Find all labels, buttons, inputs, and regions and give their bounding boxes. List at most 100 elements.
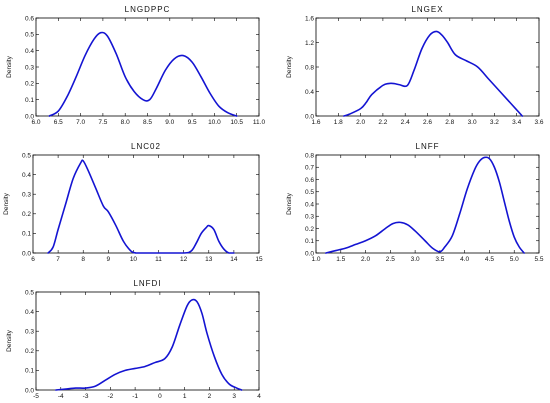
x-tick-label: -2	[107, 393, 113, 400]
x-tick-label: 2.2	[378, 119, 387, 126]
y-tick-label: 0.5	[25, 289, 34, 296]
chart-panel-lngex: LNGEX Density 1.6 1.8 2.0 2.2 2.4 2.6 2.8 3.0 3.2 3…	[286, 5, 544, 126]
chart-panel-lnff: LNFF Density 1.0 1.5 2.0 2.5 3.0 3.5 4.0 4.5 5.0 5.…	[286, 142, 544, 263]
density-line	[325, 156, 525, 254]
x-tick-label: -4	[58, 393, 64, 400]
x-tick-label: 10.0	[208, 119, 221, 126]
y-tick-label: 1.6	[305, 15, 314, 22]
y-tick-label: 0.4	[22, 172, 31, 179]
y-axis-label: Density	[6, 55, 13, 77]
x-tick-label: 9.5	[188, 119, 197, 126]
plot-frame	[315, 17, 540, 117]
x-tick-label: 11	[155, 256, 162, 263]
density-line	[48, 31, 238, 117]
x-tick-label: 9	[107, 256, 111, 263]
x-tick-label: 7.5	[98, 119, 107, 126]
y-tick-label: 0.3	[25, 64, 34, 71]
chart-title: LNGDPPC	[125, 5, 171, 14]
density-line	[47, 159, 235, 254]
y-tick-label: 0.6	[305, 177, 314, 184]
y-tick-label: 0.0	[25, 113, 34, 120]
x-tick-label: 6	[31, 256, 35, 263]
chart-panel-lnfdi: LNFDI Density -5 -4 -3 -2 -1 0 1 2 3 4 0.0 0.1 0.2 0.3 0…	[6, 279, 261, 400]
y-tick-label: 0.1	[22, 231, 31, 238]
x-tick-label: 5.5	[534, 256, 543, 263]
y-tick-label: 0.4	[305, 201, 314, 208]
x-tick-label: 9.0	[165, 119, 174, 126]
x-tick-label: 4.5	[485, 256, 494, 263]
chart-title: LNC02	[131, 142, 161, 151]
y-tick-label: 0.3	[25, 329, 34, 336]
chart-panel-lngdppc: LNGDPPC Density 6.0 6.5 7.0 7.5 8.0 8.5 9.0 9.5 10…	[6, 5, 265, 126]
x-tick-label: 2.0	[356, 119, 365, 126]
x-tick-label: 3.0	[411, 256, 420, 263]
y-tick-label: 0.6	[25, 15, 34, 22]
x-tick-label: 2	[208, 393, 212, 400]
chart-title: LNFDI	[133, 279, 161, 288]
x-tick-label: -1	[132, 393, 138, 400]
x-tick-label: 8	[81, 256, 85, 263]
y-tick-label: 0.7	[305, 165, 314, 172]
plot-frame	[32, 154, 260, 254]
x-tick-label: 4	[257, 393, 261, 400]
density-line	[343, 30, 524, 117]
chart-panel-lnc02: LNC02 Density 6 7 8 9 10 11 12 13 14 15 0.0 0.1 0.2 0.3…	[3, 142, 263, 263]
y-axis-label: Density	[6, 329, 13, 351]
y-tick-label: 0.1	[25, 97, 34, 104]
x-tick-label: 1.6	[311, 119, 320, 126]
x-tick-label: 5.0	[510, 256, 519, 263]
plot-frame	[35, 291, 260, 391]
y-tick-label: 0.1	[305, 238, 314, 245]
x-tick-label: 2.5	[386, 256, 395, 263]
x-tick-label: 1	[183, 393, 187, 400]
x-tick-label: 1.0	[311, 256, 320, 263]
y-tick-label: 0.2	[305, 226, 314, 233]
x-tick-label: 2.6	[423, 119, 432, 126]
x-tick-label: 7.0	[76, 119, 85, 126]
x-tick-label: 4.0	[460, 256, 469, 263]
x-tick-label: 2.8	[445, 119, 454, 126]
y-tick-label: 0.2	[25, 348, 34, 355]
x-tick-label: 0	[158, 393, 162, 400]
x-tick-label: 3.4	[512, 119, 521, 126]
x-tick-label: 2.4	[401, 119, 410, 126]
x-tick-label: 14	[230, 256, 238, 263]
density-line	[55, 298, 243, 391]
x-tick-label: 3	[232, 393, 236, 400]
y-tick-label: 0.8	[305, 152, 314, 159]
x-tick-label: 1.5	[336, 256, 345, 263]
x-tick-label: 12	[180, 256, 188, 263]
y-tick-label: 0.0	[305, 250, 314, 257]
x-tick-label: 8.0	[121, 119, 130, 126]
x-tick-label: 3.5	[435, 256, 444, 263]
x-tick-label: 8.5	[143, 119, 152, 126]
x-tick-label: 3.2	[490, 119, 499, 126]
y-axis-label: Density	[3, 192, 10, 214]
y-tick-label: 0.1	[25, 368, 34, 375]
chart-title: LNFF	[416, 142, 440, 151]
y-tick-label: 0.4	[25, 48, 34, 55]
x-tick-label: -5	[33, 393, 39, 400]
x-tick-label: 10	[130, 256, 138, 263]
y-tick-label: 0.0	[25, 387, 34, 394]
x-tick-label: 6.0	[31, 119, 40, 126]
x-tick-label: 10.5	[230, 119, 243, 126]
y-tick-label: 0.5	[305, 189, 314, 196]
x-tick-label: 15	[255, 256, 263, 263]
y-tick-label: 0.3	[22, 192, 31, 199]
y-tick-label: 0.5	[22, 152, 31, 159]
y-tick-label: 0.0	[305, 113, 314, 120]
x-tick-label: 13	[205, 256, 213, 263]
y-tick-label: 0.4	[25, 309, 34, 316]
x-tick-label: 7	[56, 256, 60, 263]
x-tick-label: 11.0	[253, 119, 266, 126]
y-tick-label: 0.3	[305, 214, 314, 221]
x-tick-label: 6.5	[54, 119, 63, 126]
x-tick-label: 1.8	[334, 119, 343, 126]
y-tick-label: 0.2	[22, 211, 31, 218]
x-tick-label: -3	[83, 393, 89, 400]
y-axis-label: Density	[286, 192, 293, 214]
x-tick-label: 3.0	[468, 119, 477, 126]
y-tick-label: 0.4	[305, 89, 314, 96]
